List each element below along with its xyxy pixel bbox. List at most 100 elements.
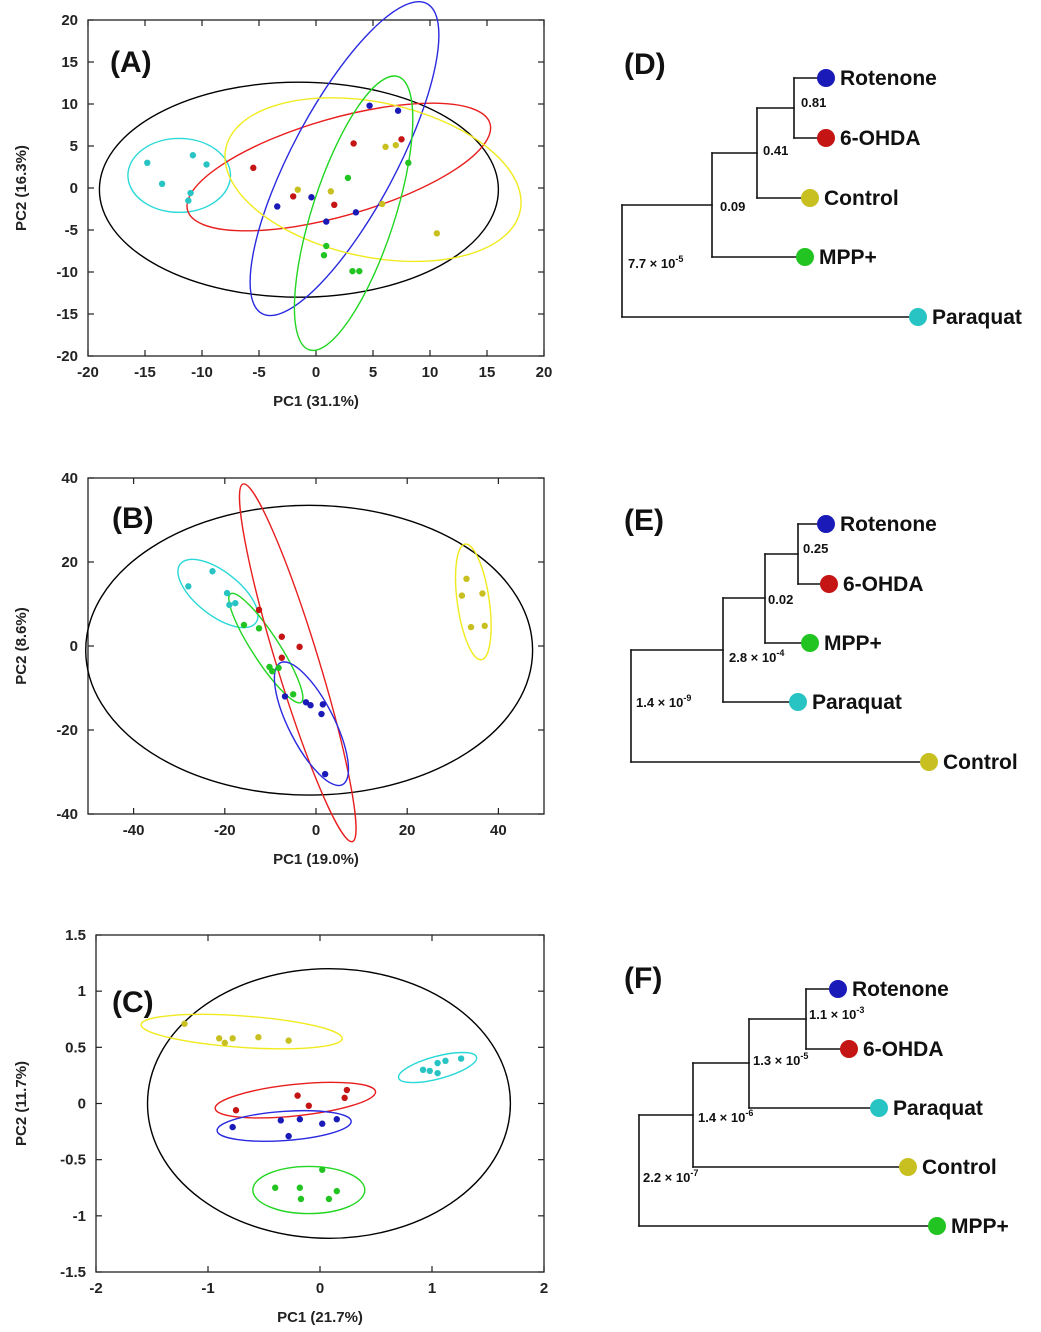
x-tick-label: 10 [422, 364, 439, 381]
x-tick-label: 1 [428, 1280, 436, 1297]
leaf-marker-control [920, 753, 938, 771]
data-point-control [221, 1039, 228, 1047]
data-point-paraquat [189, 152, 197, 159]
leaf-label-rotenone: Rotenone [840, 67, 937, 90]
data-point-mpp [333, 1187, 340, 1195]
confidence-ellipse-control [454, 543, 492, 661]
data-point-6-ohda [290, 193, 297, 200]
leaf-marker-control [801, 189, 819, 207]
data-point-6-ohda [278, 654, 285, 661]
data-point-paraquat [187, 189, 194, 197]
leaf-marker-rotenone [829, 980, 847, 998]
x-tick-label: 5 [369, 364, 377, 381]
data-point-paraquat [185, 583, 192, 590]
x-tick-label: 0 [316, 1280, 324, 1297]
leaf-label-paraquat: Paraquat [812, 691, 902, 714]
leaf-label-mpp: MPP+ [819, 246, 877, 269]
y-tick-label: -0.5 [60, 1152, 86, 1169]
x-tick-label: -10 [191, 364, 213, 381]
data-point-rotenone [318, 710, 325, 718]
y-tick-label: 0 [70, 638, 78, 655]
leaf-marker-control [899, 1158, 917, 1176]
leaf-label-rotenone: Rotenone [852, 978, 949, 1001]
data-point-6-ohda [343, 1086, 351, 1094]
data-point-mpp [349, 267, 356, 275]
data-point-paraquat [185, 197, 192, 204]
confidence-ellipse-mpp [228, 592, 304, 704]
data-point-control [378, 200, 386, 208]
confidence-ellipse-paraquat [177, 558, 259, 629]
panel-label-c: (C) [112, 986, 154, 1019]
data-point-control [433, 230, 441, 237]
confidence-ellipse-all [85, 504, 534, 796]
y-tick-label: -20 [56, 348, 78, 365]
leaf-marker-paraquat [870, 1099, 888, 1117]
data-point-paraquat [203, 161, 210, 168]
data-point-control [255, 1034, 262, 1041]
data-point-paraquat [223, 589, 231, 597]
confidence-ellipse-control [224, 97, 522, 263]
y-tick-label: -1.5 [60, 1264, 86, 1281]
data-point-rotenone [319, 1120, 326, 1127]
data-point-control [481, 622, 488, 630]
confidence-ellipse-mpp [293, 75, 414, 352]
data-point-rotenone [307, 702, 314, 709]
data-point-rotenone [302, 699, 310, 706]
leaf-label-control: Control [943, 751, 1018, 774]
confidence-ellipse-rotenone [216, 1109, 352, 1142]
data-point-mpp [275, 664, 282, 672]
data-point-paraquat [426, 1067, 433, 1075]
data-point-control [181, 1020, 188, 1027]
confidence-ellipse-paraquat [127, 137, 232, 214]
pca-panel-b: -40 -20 0 20 40 -40 -20 0 20 40 PC1 (19.0%) PC2 (8.… [13, 470, 545, 868]
data-point-control [327, 188, 335, 195]
confidence-ellipse-rotenone [273, 661, 350, 787]
leaf-marker-mpp [928, 1217, 946, 1235]
data-point-paraquat [419, 1066, 427, 1074]
y-tick-label: -5 [65, 222, 78, 239]
x-tick-label: 15 [479, 364, 496, 381]
y-axis-title: PC2 (11.7%) [13, 1061, 30, 1146]
data-point-mpp [325, 1195, 333, 1203]
leaf-marker-mpp [801, 634, 819, 652]
data-point-mpp [356, 267, 363, 275]
data-point-mpp [255, 625, 263, 632]
node-pvalue-label: 1.4 × 10-9 [636, 693, 691, 710]
y-axis-title: PC2 (8.6%) [13, 607, 30, 685]
data-point-paraquat [434, 1069, 441, 1077]
data-point-control [479, 590, 486, 597]
leaf-label-rotenone: Rotenone [840, 513, 937, 536]
data-point-paraquat [226, 601, 233, 609]
data-point-paraquat [442, 1057, 449, 1065]
data-point-mpp [344, 174, 352, 182]
data-point-rotenone [333, 1116, 340, 1123]
pca-panel-c: -2 -1 0 1 2 -1.5 -1 -0.5 0 0.5 1 1.5 PC1 (21.7%) PC2 … [13, 927, 548, 1326]
leaf-label-6-ohda: 6-OHDA [863, 1038, 944, 1061]
node-pvalue-label: 2.8 × 10-4 [729, 648, 784, 665]
data-point-control [392, 141, 399, 149]
data-point-control [285, 1037, 292, 1044]
leaf-label-control: Control [824, 187, 899, 210]
plot-frame [87, 19, 545, 357]
leaf-marker-6-ohda [820, 575, 838, 593]
node-pvalue-label: 1.4 × 10-6 [698, 1108, 753, 1125]
leaf-label-control: Control [922, 1156, 997, 1179]
x-tick-label: 40 [490, 822, 507, 839]
x-tick-label: -20 [214, 822, 236, 839]
y-tick-label: 0 [70, 180, 78, 197]
data-point-6-ohda [232, 1107, 240, 1114]
data-point-mpp [290, 691, 297, 698]
leaf-label-paraquat: Paraquat [893, 1097, 983, 1120]
node-pvalue-label: 0.81 [801, 95, 826, 110]
confidence-ellipse-paraquat [397, 1051, 478, 1084]
confidence-ellipse-all [98, 81, 500, 298]
data-point-control [229, 1035, 236, 1042]
x-tick-label: -2 [89, 1280, 102, 1297]
data-point-mpp [319, 1166, 326, 1173]
y-tick-label: 10 [61, 96, 78, 113]
data-point-paraquat [232, 599, 239, 607]
y-tick-label: 5 [70, 138, 78, 155]
data-point-mpp [272, 1184, 279, 1191]
x-axis-title: PC1 (21.7%) [277, 1309, 363, 1326]
y-tick-label: 0 [78, 1096, 86, 1113]
